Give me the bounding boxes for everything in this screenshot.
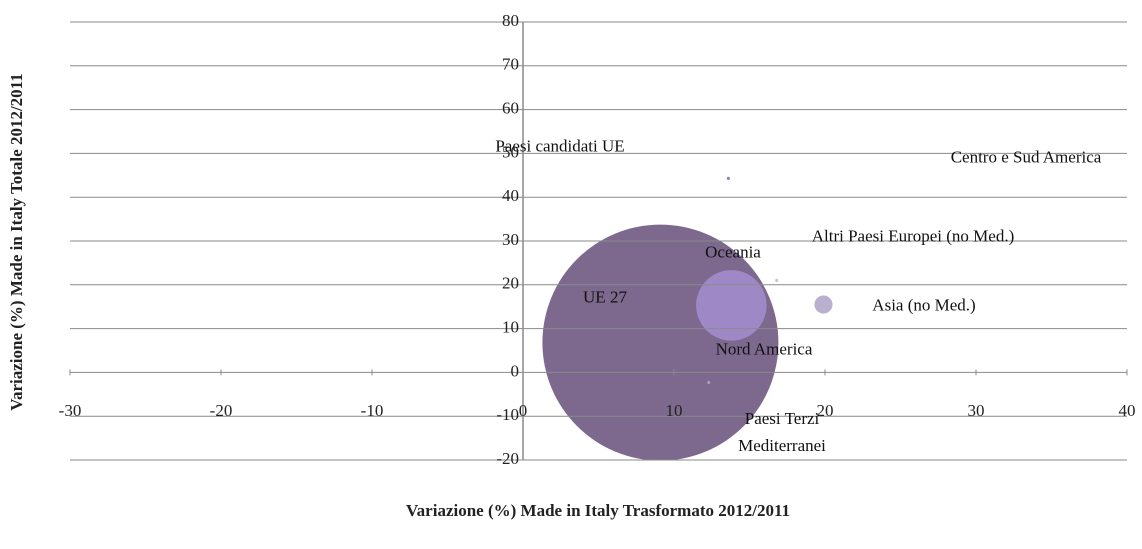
y-tick-label: 20 [502, 274, 519, 293]
x-tick-label: 40 [1119, 401, 1136, 420]
bubble [696, 270, 767, 341]
y-tick-label: -20 [496, 449, 519, 468]
x-tick-label: 30 [968, 401, 985, 420]
bubble [707, 380, 711, 385]
x-tick-label: 20 [817, 401, 834, 420]
data-label: Asia (no Med.) [872, 295, 976, 315]
bubble [775, 278, 779, 282]
data-label: UE 27 [583, 287, 627, 307]
y-tick-label: 70 [502, 55, 519, 74]
x-axis-title: Variazione (%) Made in Italy Trasformato… [406, 501, 790, 520]
x-tick-label: -30 [59, 401, 82, 420]
x-tick-label: -20 [210, 401, 233, 420]
bubble [726, 176, 730, 180]
y-tick-label: 60 [502, 99, 519, 118]
y-tick-label: 40 [502, 186, 519, 205]
data-label: Paesi Terzi Mediterranei [738, 409, 826, 455]
x-tick-label: 0 [519, 401, 528, 420]
bubble [814, 295, 833, 314]
data-label: Altri Paesi Europei (no Med.) [811, 226, 1015, 246]
y-tick-label: -10 [496, 405, 519, 424]
bubble [732, 423, 736, 427]
y-tick-label: 10 [502, 318, 519, 337]
y-tick-label: 80 [502, 11, 519, 30]
data-label: Oceania [705, 242, 761, 262]
y-axis-title: Variazione (%) Made in Italy Totale 2012… [7, 73, 26, 411]
x-tick-label: 10 [666, 401, 683, 420]
x-tick-label: -10 [361, 401, 384, 420]
y-tick-label: 30 [502, 230, 519, 249]
plot-area [542, 176, 833, 460]
data-label: Centro e Sud America [950, 147, 1102, 167]
y-tick-label: 0 [511, 361, 520, 380]
y-tick-label: 50 [502, 142, 519, 161]
data-label: Nord America [715, 339, 813, 359]
data-label: Paesi candidati UE [495, 136, 625, 156]
